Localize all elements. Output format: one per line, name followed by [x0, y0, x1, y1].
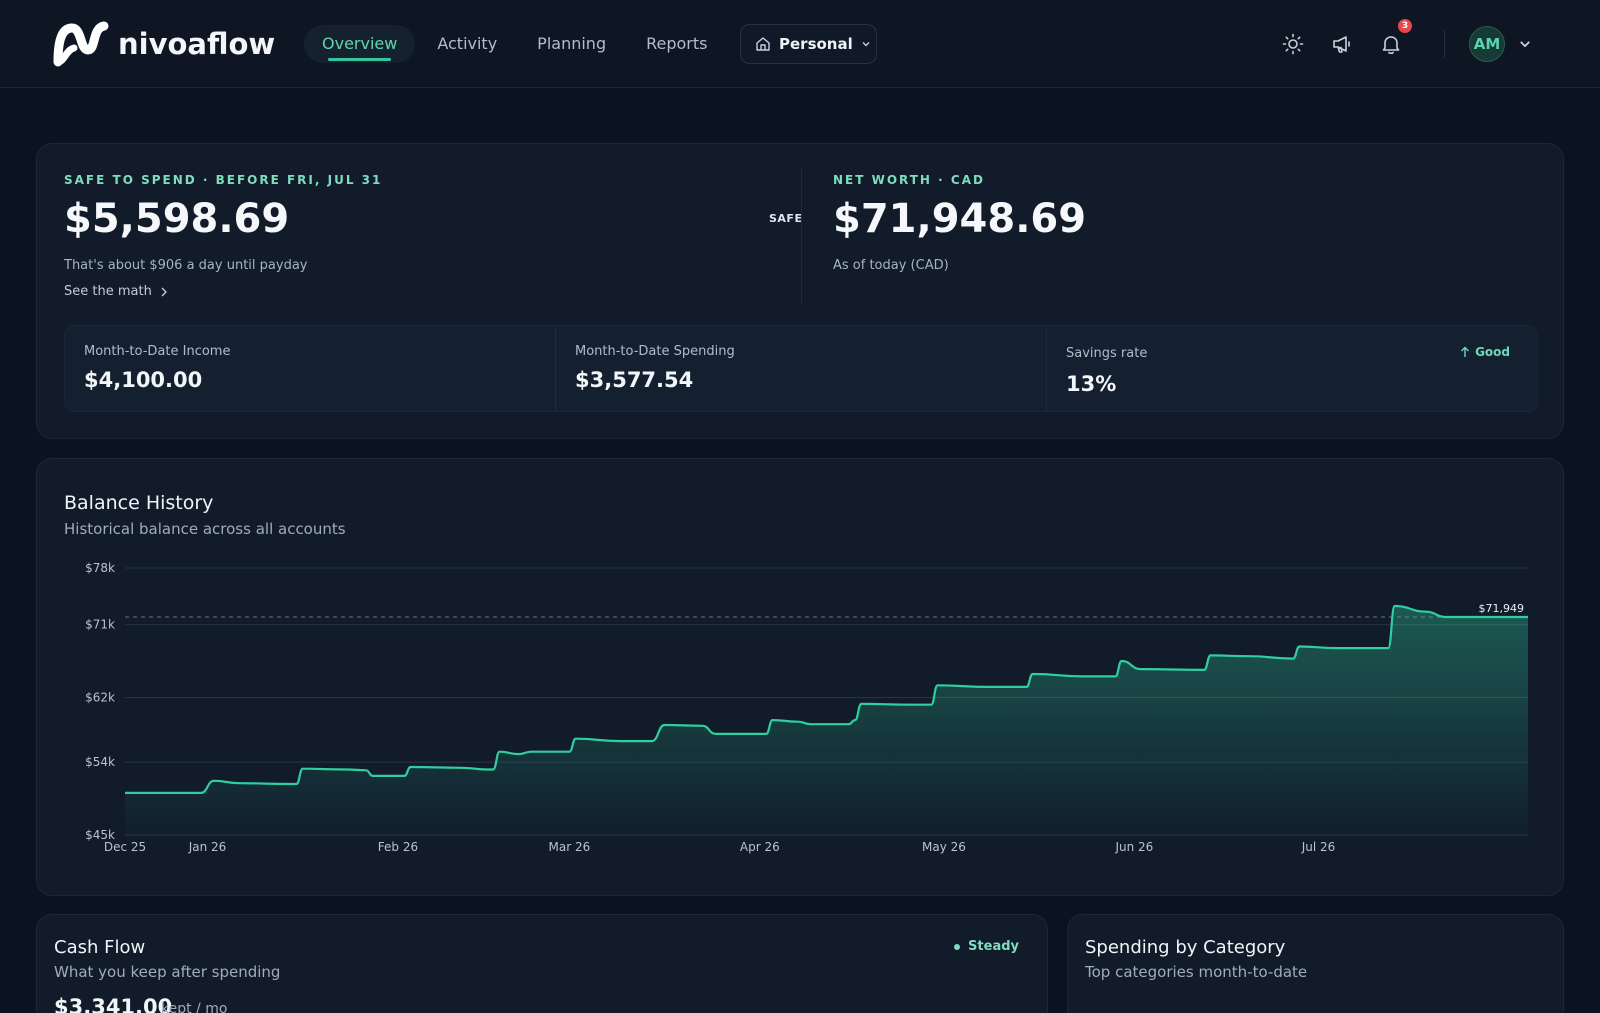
- card-subtitle: What you keep after spending: [54, 963, 281, 981]
- bell-icon[interactable]: [1379, 32, 1403, 56]
- y-tick-label: $54k: [85, 755, 115, 769]
- card-subtitle: Top categories month-to-date: [1085, 963, 1308, 981]
- net-worth-note: As of today (CAD): [833, 258, 949, 273]
- topbar-divider: [1444, 30, 1445, 58]
- metric-value: 13%: [1066, 372, 1117, 396]
- net-worth-amount: $71,948.69: [833, 196, 1087, 242]
- metric-label: Month-to-Date Income: [84, 344, 231, 359]
- workspace-label: Personal: [779, 35, 853, 53]
- chevron-right-icon: [161, 287, 167, 296]
- nav-planning[interactable]: Planning: [537, 34, 607, 53]
- metric-value: $4,100.00: [84, 368, 203, 392]
- megaphone-icon[interactable]: [1330, 32, 1354, 56]
- cash-flow-amount: $3,341.00: [54, 995, 173, 1013]
- net-worth-eyebrow: NET WORTH · CAD: [833, 173, 985, 187]
- balance-line: [125, 604, 1528, 794]
- sun-icon[interactable]: [1281, 32, 1305, 56]
- card-title: Cash Flow: [54, 937, 146, 958]
- nav-overview[interactable]: Overview: [304, 25, 416, 63]
- trend-label: Good: [1475, 345, 1510, 359]
- x-tick-label: Apr 26: [740, 840, 780, 854]
- y-tick-label: $45k: [85, 828, 115, 842]
- main-nav: Overview Activity Planning Reports: [304, 25, 729, 63]
- chevron-down-icon[interactable]: [1518, 37, 1532, 51]
- per-day-note: That's about $906 a day until payday: [64, 258, 308, 273]
- metrics-strip: Month-to-Date Income $4,100.00 Month-to-…: [64, 325, 1538, 412]
- status-badge: SAFE: [769, 212, 803, 225]
- card-title: Spending by Category: [1085, 937, 1286, 958]
- nav-reports[interactable]: Reports: [646, 34, 708, 53]
- end-value-label: $71,949: [1479, 602, 1525, 615]
- app-logo[interactable]: nivoaflow: [52, 20, 275, 68]
- trend-indicator: Good: [1460, 345, 1510, 359]
- cash-flow-card: Cash Flow What you keep after spending S…: [36, 914, 1048, 1013]
- safe-to-spend-eyebrow: SAFE TO SPEND · BEFORE FRI, JUL 31: [64, 173, 383, 187]
- summary-card: SAFE TO SPEND · BEFORE FRI, JUL 31 $5,59…: [36, 143, 1564, 439]
- avatar[interactable]: AM: [1469, 26, 1505, 62]
- metric-value: $3,577.54: [575, 368, 694, 392]
- balance-area: [125, 606, 1528, 835]
- x-tick-label: Jan 26: [188, 840, 227, 854]
- status-dot: [954, 943, 961, 950]
- y-tick-label: $62k: [85, 690, 115, 704]
- metric-label: Month-to-Date Spending: [575, 344, 735, 359]
- status-label: Steady: [968, 939, 1019, 954]
- x-tick-label: Feb 26: [378, 840, 418, 854]
- card-title: Balance History: [64, 492, 214, 514]
- x-tick-label: May 26: [922, 840, 966, 854]
- top-bar: nivoaflow Overview Activity Planning Rep…: [0, 0, 1600, 88]
- see-the-math-label: See the math: [64, 284, 152, 299]
- x-tick-label: Mar 26: [549, 840, 591, 854]
- x-tick-label: Dec 25: [104, 840, 146, 854]
- chevron-down-icon: [862, 42, 870, 47]
- see-the-math-link[interactable]: See the math: [64, 284, 168, 299]
- arrow-up-icon: [1461, 346, 1470, 357]
- metric-spending: Month-to-Date Spending $3,577.54: [556, 326, 1047, 411]
- metric-savings-rate: Savings rate 13% Good: [1047, 326, 1537, 411]
- balance-history-card: Balance History Historical balance acros…: [36, 458, 1564, 896]
- nivoaflow-logo-icon: [53, 21, 109, 67]
- spending-by-category-card: Spending by Category Top categories mont…: [1067, 914, 1564, 1013]
- metric-label: Savings rate: [1066, 346, 1148, 361]
- home-icon: [756, 37, 770, 51]
- cash-flow-unit: kept / mo: [161, 1001, 228, 1013]
- status-badge: Steady: [954, 939, 1019, 954]
- metric-income: Month-to-Date Income $4,100.00: [65, 326, 556, 411]
- safe-to-spend-amount: $5,598.69: [64, 196, 290, 242]
- workspace-selector[interactable]: Personal: [740, 24, 877, 64]
- notification-badge: 3: [1398, 19, 1412, 33]
- card-subtitle: Historical balance across all accounts: [64, 520, 346, 538]
- app-name: nivoaflow: [118, 27, 276, 61]
- nav-activity[interactable]: Activity: [437, 34, 498, 53]
- y-tick-label: $71k: [85, 618, 115, 632]
- x-tick-label: Jul 26: [1301, 840, 1336, 854]
- summary-divider: [801, 168, 802, 304]
- x-tick-label: Jun 26: [1114, 840, 1153, 854]
- y-tick-label: $78k: [85, 561, 115, 575]
